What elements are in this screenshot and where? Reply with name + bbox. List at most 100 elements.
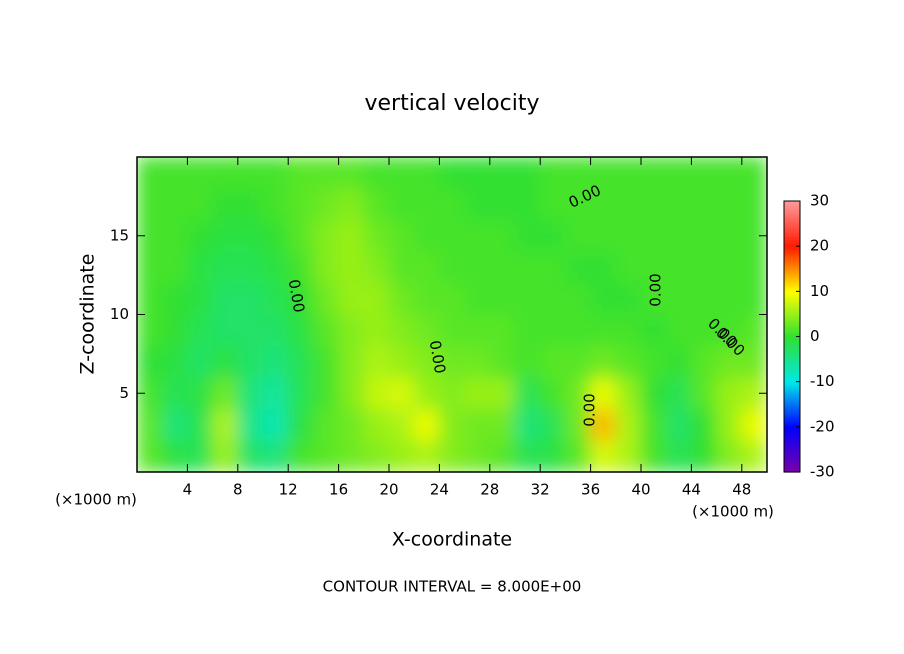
cell: [338, 251, 365, 284]
cell: [287, 219, 314, 252]
cell: [161, 314, 188, 347]
colorbar-step: [784, 293, 800, 297]
colorbar-step: [784, 302, 800, 306]
cell: [489, 282, 516, 315]
x-tick-label: 12: [279, 481, 298, 499]
cell: [388, 157, 415, 189]
cell: [287, 345, 314, 378]
cell: [665, 440, 692, 472]
cell: [413, 314, 440, 347]
cell: [212, 188, 239, 221]
colorbar-step: [784, 467, 800, 471]
colorbar-step: [784, 388, 800, 392]
cell: [564, 314, 592, 347]
cell: [312, 282, 340, 315]
x-tick-label: 32: [531, 481, 550, 499]
cell: [741, 408, 767, 441]
cell: [640, 251, 667, 284]
cell: [640, 408, 667, 441]
x-tick-label: 44: [682, 481, 701, 499]
colorbar-step: [784, 404, 800, 408]
x-tick-label: 40: [631, 481, 650, 499]
colorbar-step: [784, 316, 800, 320]
cell: [161, 377, 188, 410]
colorbar-label: 0: [810, 327, 820, 345]
cell: [514, 219, 541, 252]
colorbar-step: [784, 295, 800, 299]
colorbar-step: [784, 341, 800, 344]
colorbar-step: [784, 438, 800, 441]
cell: [716, 440, 743, 472]
cell: [690, 251, 718, 284]
colorbar-step: [784, 397, 800, 401]
cell: [388, 314, 415, 347]
cell: [464, 157, 491, 189]
cell: [413, 282, 440, 315]
cell: [338, 345, 365, 378]
cell: [312, 377, 340, 410]
cell: [212, 377, 239, 410]
cell: [287, 440, 314, 472]
cell: [514, 377, 541, 410]
cell: [262, 314, 289, 347]
cell: [640, 188, 667, 221]
cell: [564, 157, 592, 189]
cell: [237, 251, 264, 284]
cell: [615, 440, 642, 472]
colorbar-step: [784, 298, 800, 301]
cell: [413, 157, 440, 189]
cell: [237, 345, 264, 378]
cell: [590, 408, 617, 441]
colorbar-step: [784, 277, 800, 281]
colorbar-step: [784, 379, 800, 383]
cells: [137, 157, 767, 472]
cell: [186, 157, 214, 189]
colorbar-step: [784, 266, 800, 270]
cell: [363, 440, 390, 472]
colorbar-step: [784, 300, 800, 304]
cell: [489, 157, 516, 189]
x-unit: (×1000 m): [692, 503, 774, 521]
cell: [363, 408, 390, 441]
cell: [287, 408, 314, 441]
cell: [564, 188, 592, 221]
cell: [514, 282, 541, 315]
cell: [640, 377, 667, 410]
colorbar-step: [784, 271, 800, 274]
cell: [413, 345, 440, 378]
cell: [212, 345, 239, 378]
cell: [438, 440, 466, 472]
cell: [489, 219, 516, 252]
cell: [539, 345, 566, 378]
cell: [338, 440, 365, 472]
cell: [287, 377, 314, 410]
colorbar-step: [784, 469, 800, 473]
cell: [262, 157, 289, 189]
cell: [287, 282, 314, 315]
cell: [464, 219, 491, 252]
colorbar-step: [784, 365, 800, 369]
colorbar-step: [784, 381, 800, 385]
cell: [438, 157, 466, 189]
cell: [237, 440, 264, 472]
field: [137, 157, 767, 472]
cell: [489, 188, 516, 221]
cell: [741, 282, 767, 315]
colorbar-step: [784, 417, 800, 421]
cell: [363, 157, 390, 189]
cell: [489, 251, 516, 284]
cell: [741, 314, 767, 347]
cell: [564, 219, 592, 252]
cell: [137, 440, 163, 472]
cell: [161, 157, 188, 189]
x-tick-label: 8: [233, 481, 243, 499]
cell: [690, 314, 718, 347]
cell: [186, 219, 214, 252]
cell: [640, 440, 667, 472]
colorbar-step: [784, 453, 800, 457]
cell: [615, 251, 642, 284]
cell: [665, 219, 692, 252]
colorbar-step: [784, 347, 800, 351]
colorbar-step: [784, 311, 800, 315]
cell: [237, 157, 264, 189]
